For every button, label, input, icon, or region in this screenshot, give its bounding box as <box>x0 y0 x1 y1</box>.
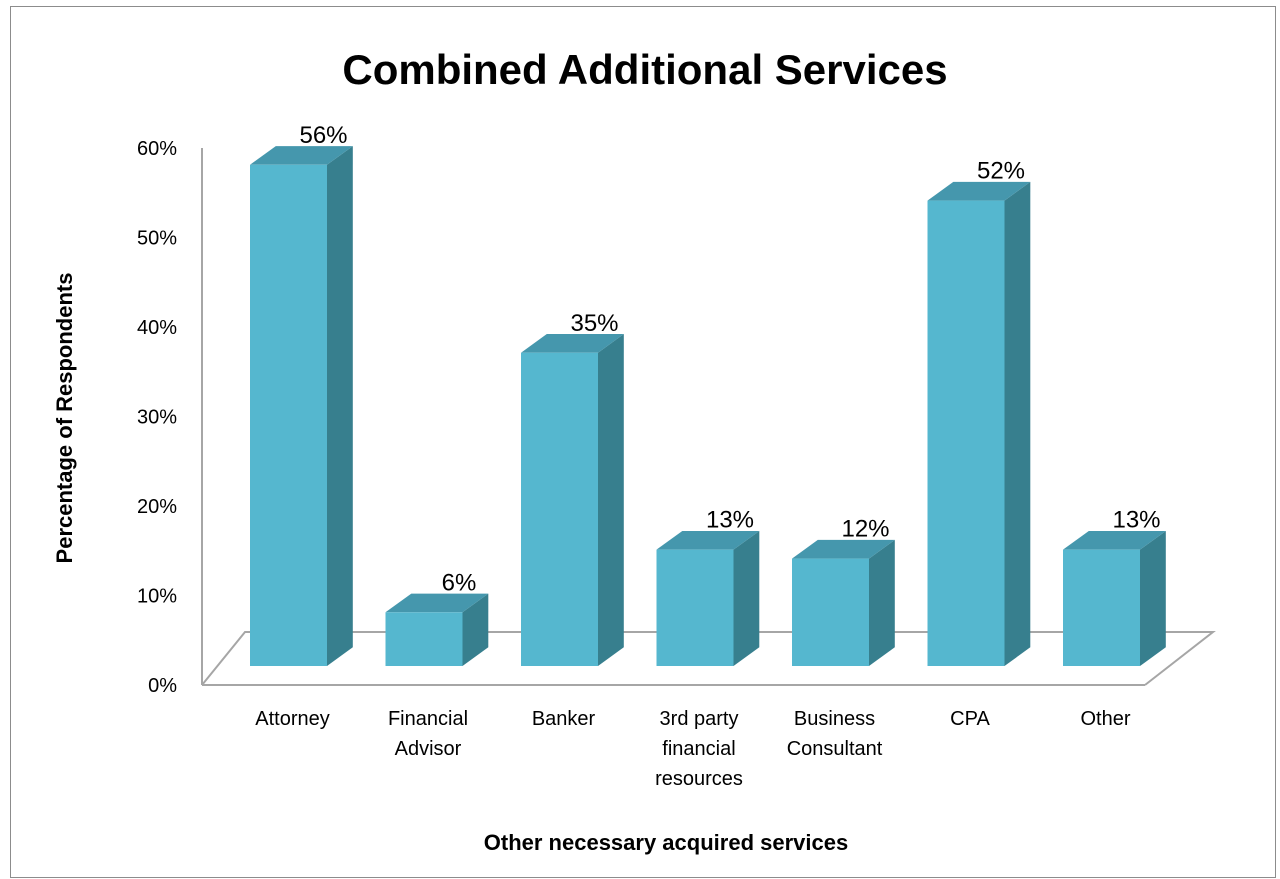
chart-frame <box>10 6 1276 878</box>
y-tick-label: 20% <box>137 496 177 518</box>
bar-side-face <box>327 146 353 667</box>
x-axis-title: Other necessary acquired services <box>484 830 848 855</box>
bar-side-face <box>598 334 624 666</box>
category-label: Attorney <box>255 708 329 730</box>
data-label: 13% <box>706 507 754 534</box>
y-tick-label: 40% <box>137 317 177 339</box>
bar-side-face <box>1004 181 1031 666</box>
category-label: Financial Advisor <box>388 708 468 760</box>
data-label: 12% <box>841 516 889 543</box>
category-label: CPA <box>950 708 990 730</box>
bar-side-face <box>462 593 489 666</box>
data-label: 35% <box>570 310 618 337</box>
category-label: 3rd party financial resources <box>655 708 743 790</box>
data-label: 6% <box>442 569 477 596</box>
bar-top-face <box>521 334 624 353</box>
bar <box>927 181 1031 666</box>
bar-side-face <box>733 530 760 666</box>
y-tick-label: 50% <box>137 228 177 250</box>
data-label: 56% <box>299 122 347 149</box>
bar <box>792 539 895 666</box>
bar-top-face <box>927 181 1031 201</box>
category-label: Business Consultant <box>787 708 883 760</box>
bar <box>250 146 353 667</box>
bar-side-face <box>1140 530 1166 666</box>
bar-front-face <box>792 558 869 666</box>
category-label: Banker <box>532 708 596 730</box>
data-label: 13% <box>1112 507 1160 534</box>
bar-top-face <box>656 530 760 550</box>
bar <box>385 593 489 666</box>
y-tick-label: 60% <box>137 138 177 160</box>
bar-front-face <box>656 549 734 666</box>
bar-front-face <box>250 164 327 667</box>
y-tick-label: 10% <box>137 586 177 608</box>
bar-top-face <box>1063 530 1166 550</box>
bar <box>1063 530 1166 666</box>
bars <box>250 146 1166 667</box>
y-tick-labels: 0% 10% 20% 30% 40% 50% 60% <box>137 138 177 697</box>
y-tick-label: 30% <box>137 407 177 429</box>
bar <box>656 530 760 666</box>
bar-top-face <box>250 146 353 165</box>
bar-top-face <box>385 593 489 613</box>
bar-front-face <box>1063 549 1140 666</box>
bar-front-face <box>927 200 1005 666</box>
bar <box>521 334 624 666</box>
bar-top-face <box>792 539 895 559</box>
bar-front-face <box>385 612 463 666</box>
chart-title: Combined Additional Services <box>342 46 947 93</box>
category-labels: Attorney Financial Advisor Banker 3rd party f… <box>255 708 1131 790</box>
data-labels: 56% 6% 35% 13% 12% 52% 13% <box>299 122 1160 596</box>
bar-front-face <box>521 352 598 666</box>
data-label: 52% <box>977 158 1025 185</box>
y-tick-label: 0% <box>148 675 177 697</box>
bar-side-face <box>869 539 895 666</box>
y-axis-title: Percentage of Respondents <box>52 273 77 564</box>
category-label: Other <box>1080 708 1130 730</box>
